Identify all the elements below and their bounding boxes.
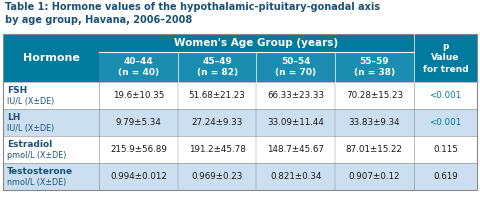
Text: 0.969±0.23: 0.969±0.23 xyxy=(192,172,243,181)
Text: 50–54
(n = 70): 50–54 (n = 70) xyxy=(275,57,316,77)
Text: IU/L (X±DE): IU/L (X±DE) xyxy=(7,124,54,133)
Bar xyxy=(256,52,335,82)
Text: LH: LH xyxy=(7,113,20,122)
Bar xyxy=(99,52,178,82)
Bar xyxy=(3,82,477,109)
Text: pmol/L (X±DE): pmol/L (X±DE) xyxy=(7,151,66,160)
Bar xyxy=(3,34,477,190)
Text: 0.907±0.12: 0.907±0.12 xyxy=(348,172,400,181)
Text: 19.6±10.35: 19.6±10.35 xyxy=(113,91,164,100)
Text: Testosterone: Testosterone xyxy=(7,167,73,176)
Text: Hormone: Hormone xyxy=(23,53,80,63)
Text: 40–44
(n = 40): 40–44 (n = 40) xyxy=(118,57,159,77)
Text: 9.79±5.34: 9.79±5.34 xyxy=(116,118,161,127)
Text: 33.83±9.34: 33.83±9.34 xyxy=(348,118,400,127)
Text: p
Value
for trend: p Value for trend xyxy=(422,42,468,74)
Text: 0.994±0.012: 0.994±0.012 xyxy=(110,172,167,181)
Text: <0.001: <0.001 xyxy=(429,118,461,127)
Text: by age group, Havana, 2006–2008: by age group, Havana, 2006–2008 xyxy=(5,15,192,25)
Text: 215.9±56.89: 215.9±56.89 xyxy=(110,145,167,154)
Bar xyxy=(3,34,477,82)
Text: 148.7±45.67: 148.7±45.67 xyxy=(267,145,324,154)
Text: nmol/L (X±DE): nmol/L (X±DE) xyxy=(7,178,66,187)
Text: Table 1: Hormone values of the hypothalamic-pituitary-gonadal axis: Table 1: Hormone values of the hypothala… xyxy=(5,2,380,12)
Bar xyxy=(3,163,477,190)
Bar xyxy=(3,136,477,163)
Text: 45–49
(n = 82): 45–49 (n = 82) xyxy=(196,57,238,77)
Bar xyxy=(335,52,414,82)
Text: 66.33±23.33: 66.33±23.33 xyxy=(267,91,324,100)
Text: 0.821±0.34: 0.821±0.34 xyxy=(270,172,322,181)
Text: IU/L (X±DE): IU/L (X±DE) xyxy=(7,97,54,106)
Text: 0.619: 0.619 xyxy=(433,172,458,181)
Bar xyxy=(3,109,477,136)
Text: 87.01±15.22: 87.01±15.22 xyxy=(346,145,403,154)
Text: 191.2±45.78: 191.2±45.78 xyxy=(189,145,245,154)
Text: 55–59
(n = 38): 55–59 (n = 38) xyxy=(354,57,395,77)
Text: 70.28±15.23: 70.28±15.23 xyxy=(346,91,403,100)
Text: 27.24±9.33: 27.24±9.33 xyxy=(192,118,243,127)
Text: 33.09±11.44: 33.09±11.44 xyxy=(267,118,324,127)
Bar xyxy=(178,52,256,82)
Text: Estradiol: Estradiol xyxy=(7,140,52,149)
Text: 0.115: 0.115 xyxy=(433,145,458,154)
Text: 51.68±21.23: 51.68±21.23 xyxy=(189,91,245,100)
Text: FSH: FSH xyxy=(7,86,27,95)
Text: Women's Age Group (years): Women's Age Group (years) xyxy=(174,38,338,48)
Text: <0.001: <0.001 xyxy=(429,91,461,100)
